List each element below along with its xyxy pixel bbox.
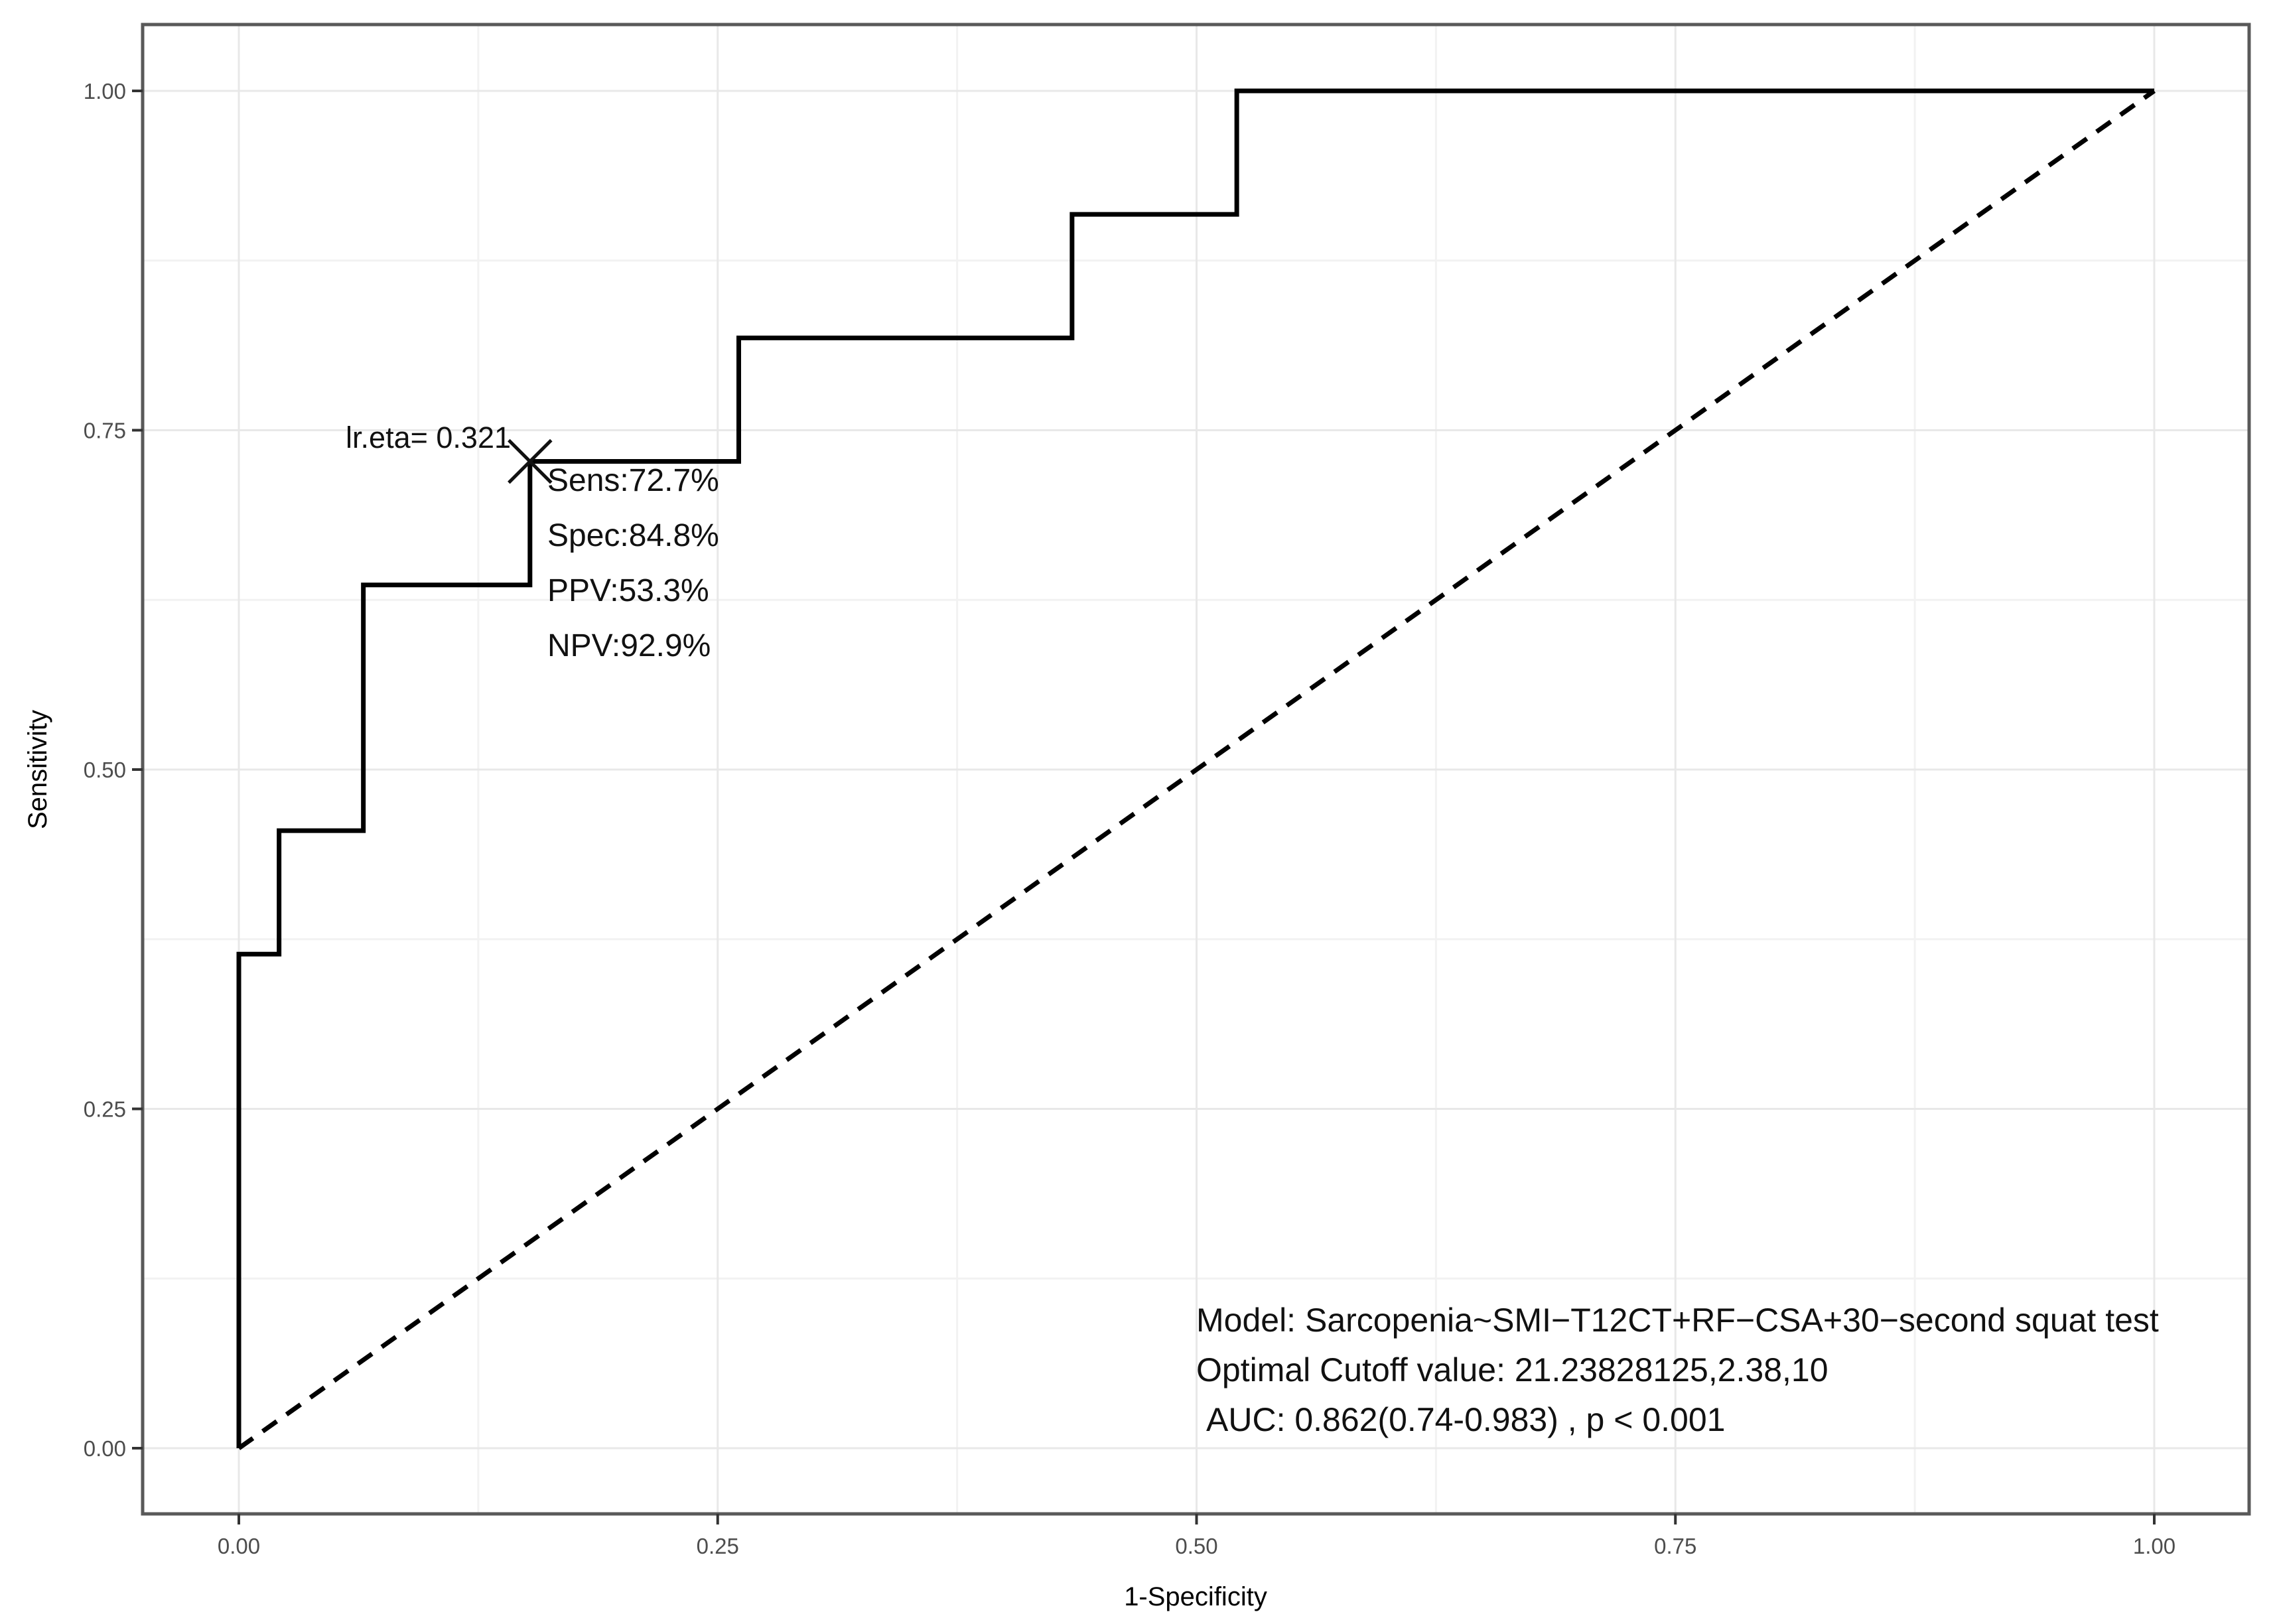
x-tick-label: 0.50	[1175, 1534, 1217, 1558]
cutoff-marker-group	[508, 439, 553, 484]
optimal-cutoff-line: Optimal Cutoff value: 21.23828125,2.38,1…	[1196, 1351, 1828, 1388]
reference-diagonal-line	[237, 89, 2156, 1450]
cutoff-threshold-label: lr.eta= 0.321	[346, 421, 511, 454]
y-tick-label: 0.75	[84, 419, 126, 443]
metric-npv: NPV:92.9%	[547, 628, 711, 663]
x-tick-label: 0.75	[1654, 1534, 1696, 1558]
y-axis-title: Sensitivity	[23, 710, 52, 829]
metric-specificity: Spec:84.8%	[547, 518, 719, 553]
axis-ticks-group	[132, 90, 2156, 1524]
y-tick-labels-group: 0.00 0.25 0.50 0.75 1.00	[84, 79, 126, 1461]
x-tick-label: 0.25	[697, 1534, 739, 1558]
x-tick-label: 1.00	[2133, 1534, 2175, 1558]
cutoff-x-marker	[508, 439, 553, 484]
x-axis-title: 1-Specificity	[1124, 1582, 1267, 1611]
metric-sensitivity: Sens:72.7%	[547, 463, 719, 498]
auc-line: AUC: 0.862(0.74-0.983) , p < 0.001	[1206, 1401, 1725, 1438]
x-tick-label: 0.00	[218, 1534, 260, 1558]
y-tick-label: 1.00	[84, 79, 126, 103]
y-tick-label: 0.25	[84, 1097, 126, 1122]
y-tick-label: 0.00	[84, 1436, 126, 1461]
x-tick-labels-group: 0.00 0.25 0.50 0.75 1.00	[218, 1534, 2175, 1558]
metric-ppv: PPV:53.3%	[547, 573, 709, 608]
model-formula-line: Model: Sarcopenia~SMI−T12CT+RF−CSA+30−se…	[1196, 1302, 2159, 1339]
y-tick-label: 0.50	[84, 758, 126, 782]
